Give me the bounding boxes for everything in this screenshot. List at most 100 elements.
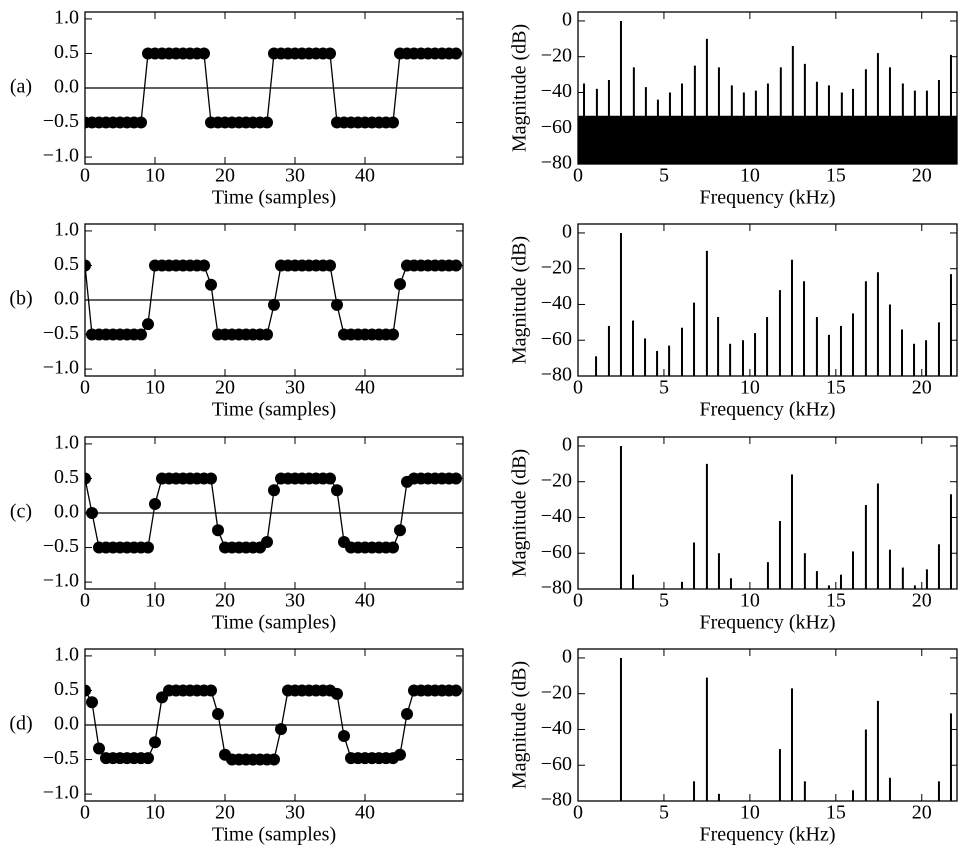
x-tick-label: 15: [826, 377, 846, 399]
sample-marker: [324, 472, 336, 485]
y-tick-label: −1.0: [43, 357, 79, 379]
x-tick-label: 40: [355, 377, 375, 399]
y-tick-label: 0.0: [54, 713, 79, 735]
y-tick-label: −0.5: [43, 110, 79, 132]
sample-marker: [135, 328, 147, 341]
y-tick-label: −1.0: [43, 145, 79, 167]
y-tick-label: −60: [541, 541, 572, 563]
axes-frame: [577, 11, 958, 165]
y-axis-label: Magnitude (dB): [509, 236, 531, 364]
x-tick-label: 5: [659, 165, 669, 187]
x-tick-label: 40: [355, 590, 375, 612]
y-tick-label: −60: [541, 116, 572, 138]
sample-marker: [387, 328, 399, 341]
sample-marker: [142, 318, 154, 331]
sample-marker: [387, 541, 399, 554]
sample-marker: [149, 498, 161, 511]
axes-frame: [577, 436, 958, 590]
y-tick-label: 1.0: [54, 432, 79, 454]
sample-marker: [268, 484, 280, 497]
x-tick-label: 40: [355, 165, 375, 187]
x-tick-label: 10: [740, 590, 760, 612]
sample-marker: [324, 47, 336, 60]
sample-marker: [324, 259, 336, 272]
sample-marker: [205, 472, 217, 485]
sample-marker: [268, 298, 280, 311]
x-axis-label: Frequency (kHz): [699, 399, 835, 421]
y-tick-label: 0.0: [54, 501, 79, 523]
x-tick-label: 30: [285, 590, 305, 612]
y-axis-label: Magnitude (dB): [509, 449, 531, 577]
y-tick-label: −0.5: [43, 322, 79, 344]
signal-line: [85, 52, 456, 124]
x-axis-label: Time (samples): [212, 399, 336, 421]
y-axis-label: Magnitude (dB): [509, 661, 531, 789]
x-tick-label: 0: [573, 802, 583, 824]
y-tick-label: −80: [541, 152, 572, 174]
x-tick-label: 15: [826, 165, 846, 187]
y-tick-label: 0: [562, 9, 572, 31]
x-axis-label: Time (samples): [212, 824, 336, 846]
x-tick-label: 5: [659, 377, 669, 399]
x-tick-label: 20: [912, 590, 932, 612]
sample-marker: [338, 730, 350, 743]
y-tick-label: −60: [541, 328, 572, 350]
x-tick-label: 10: [145, 165, 165, 187]
sample-marker: [331, 687, 343, 700]
sample-marker: [394, 748, 406, 761]
x-tick-label: 10: [145, 590, 165, 612]
y-tick-label: −40: [541, 292, 572, 314]
x-tick-label: 0: [80, 165, 90, 187]
y-tick-label: −40: [541, 80, 572, 102]
y-tick-label: 0.5: [54, 41, 79, 63]
sample-marker: [135, 116, 147, 129]
x-tick-label: 0: [80, 590, 90, 612]
y-tick-label: −0.5: [43, 747, 79, 769]
panel-label: (b): [9, 288, 32, 310]
sample-marker: [394, 278, 406, 291]
y-tick-label: −0.5: [43, 535, 79, 557]
x-tick-label: 10: [145, 802, 165, 824]
sample-marker: [331, 484, 343, 497]
x-tick-label: 0: [573, 377, 583, 399]
sample-marker: [268, 753, 280, 766]
x-tick-label: 20: [215, 165, 235, 187]
x-tick-label: 0: [573, 165, 583, 187]
y-tick-label: −40: [541, 717, 572, 739]
y-tick-label: 0.5: [54, 466, 79, 488]
panel-label: (d): [9, 713, 32, 735]
x-tick-label: 20: [215, 377, 235, 399]
y-tick-label: 0.5: [54, 678, 79, 700]
y-tick-label: −20: [541, 256, 572, 278]
x-tick-label: 20: [912, 802, 932, 824]
sample-marker: [261, 328, 273, 341]
sample-marker: [212, 524, 224, 537]
sample-marker: [261, 116, 273, 129]
x-tick-label: 15: [826, 802, 846, 824]
y-tick-label: −60: [541, 753, 572, 775]
sample-marker: [205, 684, 217, 697]
x-tick-label: 10: [145, 377, 165, 399]
y-tick-label: −1.0: [43, 782, 79, 804]
y-tick-label: 1.0: [54, 7, 79, 29]
panel-label: (c): [10, 501, 32, 523]
sample-marker: [205, 278, 217, 291]
sample-marker: [387, 116, 399, 129]
x-tick-label: 10: [740, 165, 760, 187]
sample-marker: [142, 752, 154, 765]
x-tick-label: 20: [215, 590, 235, 612]
x-tick-label: 20: [912, 165, 932, 187]
x-tick-label: 30: [285, 165, 305, 187]
sample-marker: [275, 723, 287, 736]
x-tick-label: 10: [740, 377, 760, 399]
sample-marker: [198, 47, 210, 60]
sample-marker: [212, 707, 224, 720]
y-tick-label: 1.0: [54, 219, 79, 241]
sample-marker: [149, 736, 161, 749]
y-tick-label: −80: [541, 577, 572, 599]
sample-marker: [86, 696, 98, 709]
x-tick-label: 10: [740, 802, 760, 824]
sample-marker: [198, 259, 210, 272]
x-tick-label: 40: [355, 802, 375, 824]
y-tick-label: 0.0: [54, 76, 79, 98]
